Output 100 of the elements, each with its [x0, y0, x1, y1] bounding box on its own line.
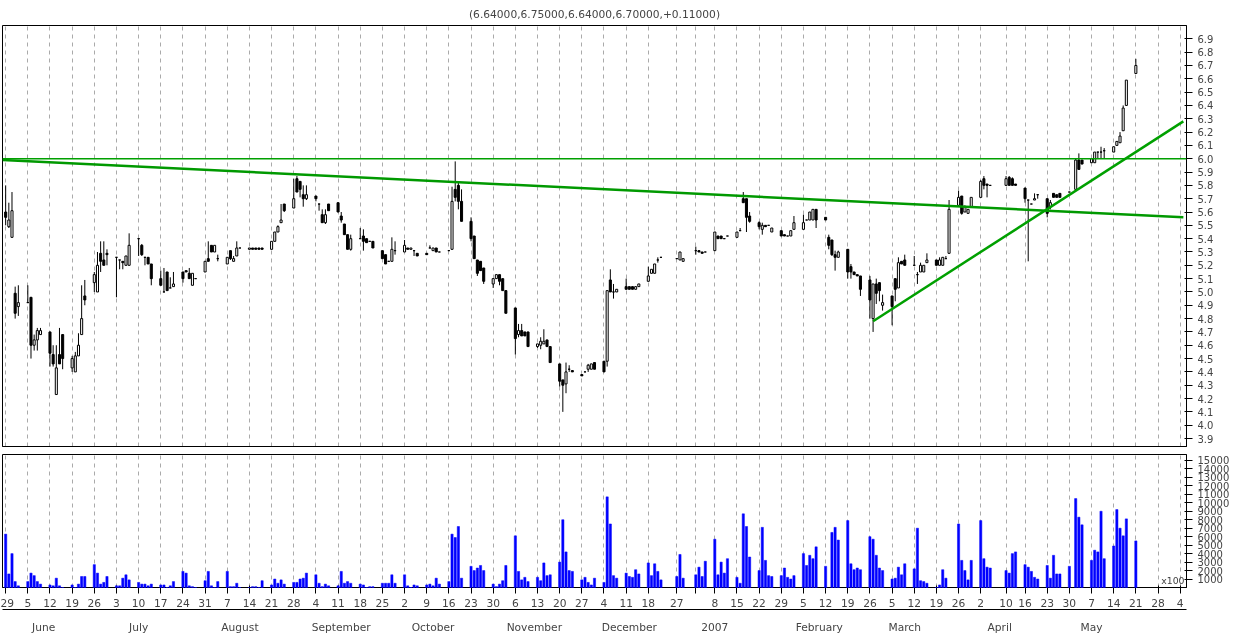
bar: [1023, 564, 1027, 588]
y-tick-label: 12000: [1197, 480, 1230, 492]
candlestick: [877, 282, 881, 302]
y-tick-label: 4.2: [1197, 393, 1214, 405]
x-tick-label: 10: [999, 596, 1014, 610]
x-tick-label: 4: [312, 596, 320, 610]
bar: [890, 578, 894, 588]
bar: [916, 527, 919, 588]
bar: [181, 571, 185, 588]
bar: [726, 558, 729, 588]
x-tick-label: 12: [43, 596, 57, 610]
bar: [282, 583, 286, 588]
bar: [969, 560, 973, 588]
x-tick-label: 5: [888, 596, 896, 610]
bar: [1045, 565, 1049, 588]
bar: [184, 572, 188, 588]
x-tick-label: 19: [929, 596, 944, 610]
bar: [260, 580, 264, 588]
bar: [814, 546, 818, 588]
x-tick-label: 14: [1106, 596, 1121, 610]
bar: [504, 565, 508, 588]
candlestick: [846, 248, 850, 280]
bar: [903, 563, 907, 588]
bar: [339, 571, 343, 588]
bar: [140, 583, 144, 588]
bar: [4, 533, 8, 588]
x-tick-label: 23: [1040, 596, 1054, 610]
y-tick-label: 6.7: [1197, 60, 1214, 72]
candlestick: [292, 178, 296, 209]
y-tick-label: 5.2: [1197, 260, 1214, 272]
y-tick-label: 6.1: [1197, 140, 1214, 152]
x-tick-label: 29: [0, 596, 15, 610]
y-tick-label: 5.3: [1197, 246, 1214, 258]
bar: [561, 519, 565, 588]
x-tick-label: 15: [730, 596, 744, 610]
bar: [305, 572, 308, 588]
candlestick: [792, 215, 796, 230]
x-tick-label: 9: [423, 596, 431, 610]
x-tick-label: 4: [1176, 596, 1184, 610]
candlestick: [57, 327, 62, 365]
candlestick: [868, 275, 872, 320]
bar: [824, 566, 827, 588]
x-tick-label: 6: [511, 596, 519, 610]
bar: [703, 560, 707, 588]
bar: [83, 576, 87, 588]
bar: [434, 577, 438, 588]
bar: [295, 582, 299, 588]
y-tick-label: 5.4: [1197, 233, 1214, 245]
bar: [741, 513, 745, 588]
x-tick-label: 23: [464, 596, 478, 610]
bar: [523, 577, 527, 588]
bar: [979, 520, 983, 588]
x-tick-label: 3: [113, 596, 120, 610]
y-tick-label: 5.5: [1197, 220, 1214, 232]
candlestick: [317, 203, 321, 212]
x-tick-label: 14: [242, 596, 257, 610]
bar: [833, 527, 837, 588]
bar: [314, 574, 318, 588]
y-tick-label: 5.8: [1197, 180, 1214, 192]
y-tick-label: 6.6: [1197, 73, 1214, 85]
bar: [789, 578, 793, 588]
bar: [925, 583, 929, 588]
bar: [298, 578, 302, 588]
x-tick-label: 13: [530, 596, 545, 610]
y-tick-label: 5.0: [1197, 286, 1214, 298]
bar: [491, 583, 495, 588]
bar: [542, 562, 546, 588]
bar: [646, 562, 650, 588]
bar: [548, 574, 552, 588]
x-tick-label: 4: [600, 596, 608, 610]
x2-tick-label: 2007: [701, 620, 729, 634]
bar: [124, 574, 128, 588]
x-tick-label: 5: [24, 596, 32, 610]
bar: [349, 583, 353, 588]
bar: [450, 533, 454, 588]
x2-tick-label: December: [601, 620, 658, 634]
bar: [570, 571, 574, 588]
candlestick: [925, 252, 929, 264]
bar: [514, 535, 517, 588]
bar: [770, 576, 774, 588]
bar: [472, 570, 476, 588]
x-tick-label: 28: [286, 596, 301, 610]
y-tick-label: 5.7: [1197, 193, 1214, 205]
bar: [871, 538, 875, 588]
bar: [358, 583, 362, 588]
y-tick-label: 6.3: [1197, 113, 1214, 125]
bar: [403, 574, 406, 588]
bar: [760, 527, 764, 588]
bar: [390, 574, 394, 588]
x-tick-label: 20: [552, 596, 567, 610]
x-tick-label: 12: [818, 596, 833, 610]
x-tick-label: 19: [840, 596, 855, 610]
candlestick: [558, 363, 562, 388]
bar: [1124, 518, 1128, 588]
x-tick-label: 12: [907, 596, 922, 610]
bar: [292, 582, 296, 588]
bar: [637, 573, 641, 588]
bar: [653, 563, 657, 588]
y-tick-label: 6.2: [1197, 127, 1214, 139]
bar: [206, 571, 210, 588]
